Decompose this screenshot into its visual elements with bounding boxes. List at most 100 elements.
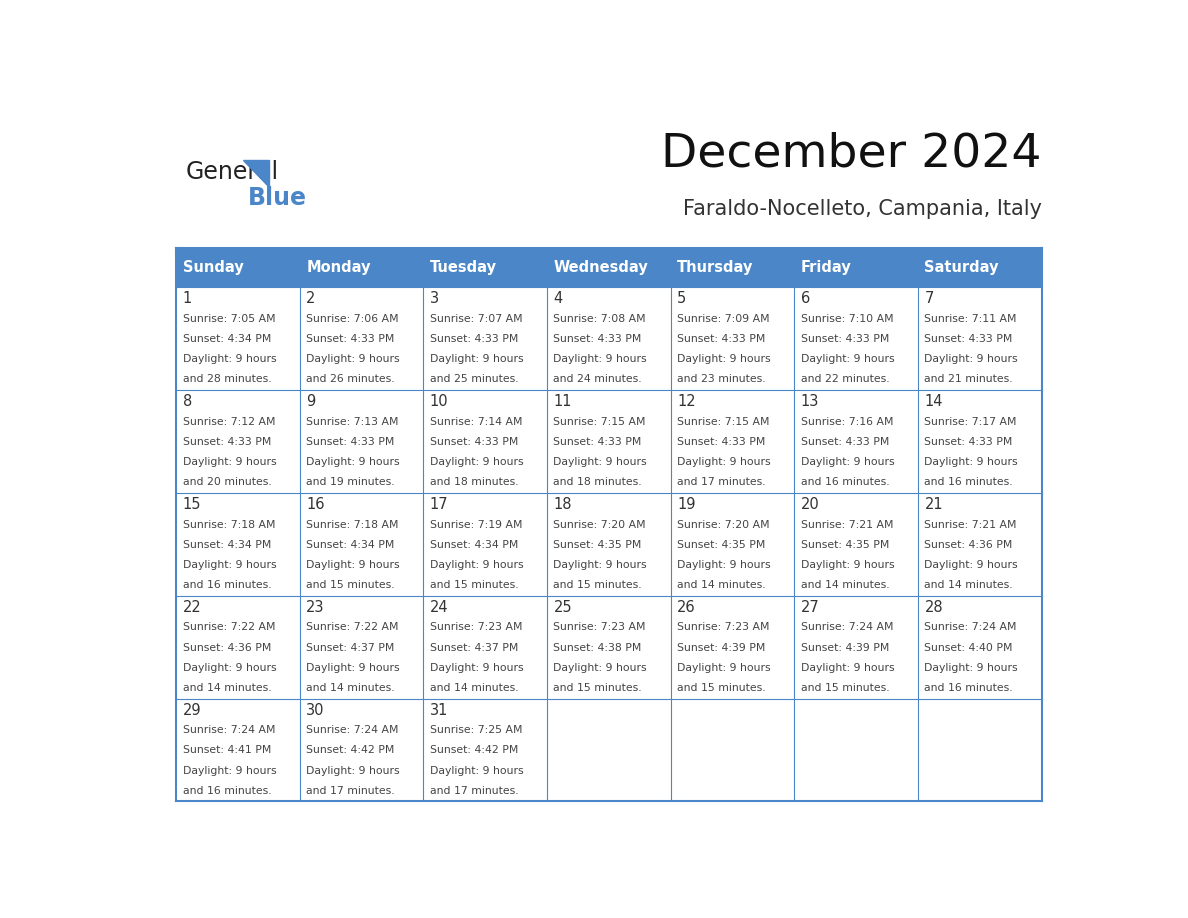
Text: Daylight: 9 hours: Daylight: 9 hours — [307, 560, 400, 570]
Text: and 14 minutes.: and 14 minutes. — [183, 683, 271, 693]
Text: and 16 minutes.: and 16 minutes. — [183, 786, 271, 796]
Text: Sunrise: 7:22 AM: Sunrise: 7:22 AM — [307, 622, 399, 633]
Text: Sunset: 4:42 PM: Sunset: 4:42 PM — [307, 745, 394, 756]
Text: Daylight: 9 hours: Daylight: 9 hours — [430, 457, 524, 466]
Text: Saturday: Saturday — [924, 260, 999, 274]
Text: Sunrise: 7:21 AM: Sunrise: 7:21 AM — [924, 520, 1017, 530]
Text: Sunrise: 7:24 AM: Sunrise: 7:24 AM — [307, 725, 399, 735]
Text: Sunset: 4:33 PM: Sunset: 4:33 PM — [430, 334, 518, 344]
Text: and 16 minutes.: and 16 minutes. — [924, 476, 1013, 487]
Text: Sunrise: 7:13 AM: Sunrise: 7:13 AM — [307, 417, 399, 427]
FancyBboxPatch shape — [299, 596, 423, 699]
Text: General: General — [185, 160, 278, 184]
Text: Friday: Friday — [801, 260, 852, 274]
Text: Sunset: 4:33 PM: Sunset: 4:33 PM — [554, 437, 642, 447]
FancyBboxPatch shape — [299, 390, 423, 493]
Text: Daylight: 9 hours: Daylight: 9 hours — [924, 560, 1018, 570]
Text: 23: 23 — [307, 599, 324, 615]
Text: and 24 minutes.: and 24 minutes. — [554, 374, 642, 384]
Text: Sunrise: 7:23 AM: Sunrise: 7:23 AM — [554, 622, 646, 633]
Text: and 15 minutes.: and 15 minutes. — [677, 683, 766, 693]
Text: Sunset: 4:33 PM: Sunset: 4:33 PM — [307, 437, 394, 447]
FancyBboxPatch shape — [423, 493, 546, 596]
Text: Sunrise: 7:24 AM: Sunrise: 7:24 AM — [801, 622, 893, 633]
Text: Sunrise: 7:22 AM: Sunrise: 7:22 AM — [183, 622, 276, 633]
FancyBboxPatch shape — [423, 699, 546, 801]
FancyBboxPatch shape — [176, 248, 299, 286]
Text: and 17 minutes.: and 17 minutes. — [430, 786, 518, 796]
Text: and 20 minutes.: and 20 minutes. — [183, 476, 271, 487]
Text: and 17 minutes.: and 17 minutes. — [307, 786, 394, 796]
Text: 31: 31 — [430, 703, 448, 718]
Text: 26: 26 — [677, 599, 696, 615]
Text: 9: 9 — [307, 394, 316, 409]
FancyBboxPatch shape — [423, 390, 546, 493]
Text: Sunset: 4:33 PM: Sunset: 4:33 PM — [677, 437, 765, 447]
FancyBboxPatch shape — [795, 596, 918, 699]
Text: Sunrise: 7:15 AM: Sunrise: 7:15 AM — [554, 417, 646, 427]
Text: Sunrise: 7:15 AM: Sunrise: 7:15 AM — [677, 417, 770, 427]
Text: Daylight: 9 hours: Daylight: 9 hours — [801, 560, 895, 570]
Text: Sunset: 4:33 PM: Sunset: 4:33 PM — [430, 437, 518, 447]
FancyBboxPatch shape — [176, 596, 299, 699]
FancyBboxPatch shape — [176, 286, 299, 390]
Text: Daylight: 9 hours: Daylight: 9 hours — [183, 560, 276, 570]
Text: 5: 5 — [677, 291, 687, 306]
Text: Daylight: 9 hours: Daylight: 9 hours — [183, 457, 276, 466]
FancyBboxPatch shape — [423, 286, 546, 390]
FancyBboxPatch shape — [299, 493, 423, 596]
Text: Sunrise: 7:06 AM: Sunrise: 7:06 AM — [307, 314, 399, 324]
FancyBboxPatch shape — [918, 493, 1042, 596]
Text: Daylight: 9 hours: Daylight: 9 hours — [430, 663, 524, 673]
FancyBboxPatch shape — [546, 390, 671, 493]
Text: Sunrise: 7:18 AM: Sunrise: 7:18 AM — [183, 520, 276, 530]
Text: Daylight: 9 hours: Daylight: 9 hours — [554, 457, 647, 466]
Text: and 14 minutes.: and 14 minutes. — [677, 580, 766, 589]
FancyBboxPatch shape — [671, 596, 795, 699]
Text: and 18 minutes.: and 18 minutes. — [554, 476, 642, 487]
Text: Daylight: 9 hours: Daylight: 9 hours — [307, 663, 400, 673]
FancyBboxPatch shape — [299, 286, 423, 390]
Text: Sunrise: 7:18 AM: Sunrise: 7:18 AM — [307, 520, 399, 530]
Text: 18: 18 — [554, 497, 571, 512]
Text: Monday: Monday — [307, 260, 371, 274]
Text: 12: 12 — [677, 394, 696, 409]
Text: Daylight: 9 hours: Daylight: 9 hours — [801, 353, 895, 364]
FancyBboxPatch shape — [795, 493, 918, 596]
Text: Sunrise: 7:20 AM: Sunrise: 7:20 AM — [554, 520, 646, 530]
Text: and 25 minutes.: and 25 minutes. — [430, 374, 518, 384]
Text: Sunrise: 7:20 AM: Sunrise: 7:20 AM — [677, 520, 770, 530]
Text: and 23 minutes.: and 23 minutes. — [677, 374, 766, 384]
FancyBboxPatch shape — [918, 286, 1042, 390]
Text: Sunset: 4:41 PM: Sunset: 4:41 PM — [183, 745, 271, 756]
Text: Sunset: 4:36 PM: Sunset: 4:36 PM — [183, 643, 271, 653]
FancyBboxPatch shape — [671, 493, 795, 596]
Text: Sunset: 4:39 PM: Sunset: 4:39 PM — [677, 643, 765, 653]
Text: 13: 13 — [801, 394, 819, 409]
Text: Sunset: 4:42 PM: Sunset: 4:42 PM — [430, 745, 518, 756]
Text: 6: 6 — [801, 291, 810, 306]
Text: Wednesday: Wednesday — [554, 260, 649, 274]
Text: Sunrise: 7:24 AM: Sunrise: 7:24 AM — [924, 622, 1017, 633]
Text: Sunrise: 7:10 AM: Sunrise: 7:10 AM — [801, 314, 893, 324]
Text: Daylight: 9 hours: Daylight: 9 hours — [801, 663, 895, 673]
Text: Sunset: 4:36 PM: Sunset: 4:36 PM — [924, 540, 1012, 550]
FancyBboxPatch shape — [918, 390, 1042, 493]
Text: and 14 minutes.: and 14 minutes. — [307, 683, 394, 693]
Text: Sunrise: 7:11 AM: Sunrise: 7:11 AM — [924, 314, 1017, 324]
Text: Sunrise: 7:19 AM: Sunrise: 7:19 AM — [430, 520, 523, 530]
Text: Sunrise: 7:12 AM: Sunrise: 7:12 AM — [183, 417, 276, 427]
FancyBboxPatch shape — [795, 286, 918, 390]
Text: Sunrise: 7:17 AM: Sunrise: 7:17 AM — [924, 417, 1017, 427]
Text: and 19 minutes.: and 19 minutes. — [307, 476, 394, 487]
Text: and 16 minutes.: and 16 minutes. — [924, 683, 1013, 693]
Text: Faraldo-Nocelleto, Campania, Italy: Faraldo-Nocelleto, Campania, Italy — [683, 198, 1042, 218]
Text: Sunset: 4:33 PM: Sunset: 4:33 PM — [677, 334, 765, 344]
Text: Sunset: 4:39 PM: Sunset: 4:39 PM — [801, 643, 889, 653]
Text: Sunrise: 7:07 AM: Sunrise: 7:07 AM — [430, 314, 523, 324]
Text: and 16 minutes.: and 16 minutes. — [801, 476, 890, 487]
FancyBboxPatch shape — [918, 248, 1042, 286]
Text: Sunset: 4:33 PM: Sunset: 4:33 PM — [554, 334, 642, 344]
Text: Sunrise: 7:25 AM: Sunrise: 7:25 AM — [430, 725, 523, 735]
Text: 14: 14 — [924, 394, 943, 409]
